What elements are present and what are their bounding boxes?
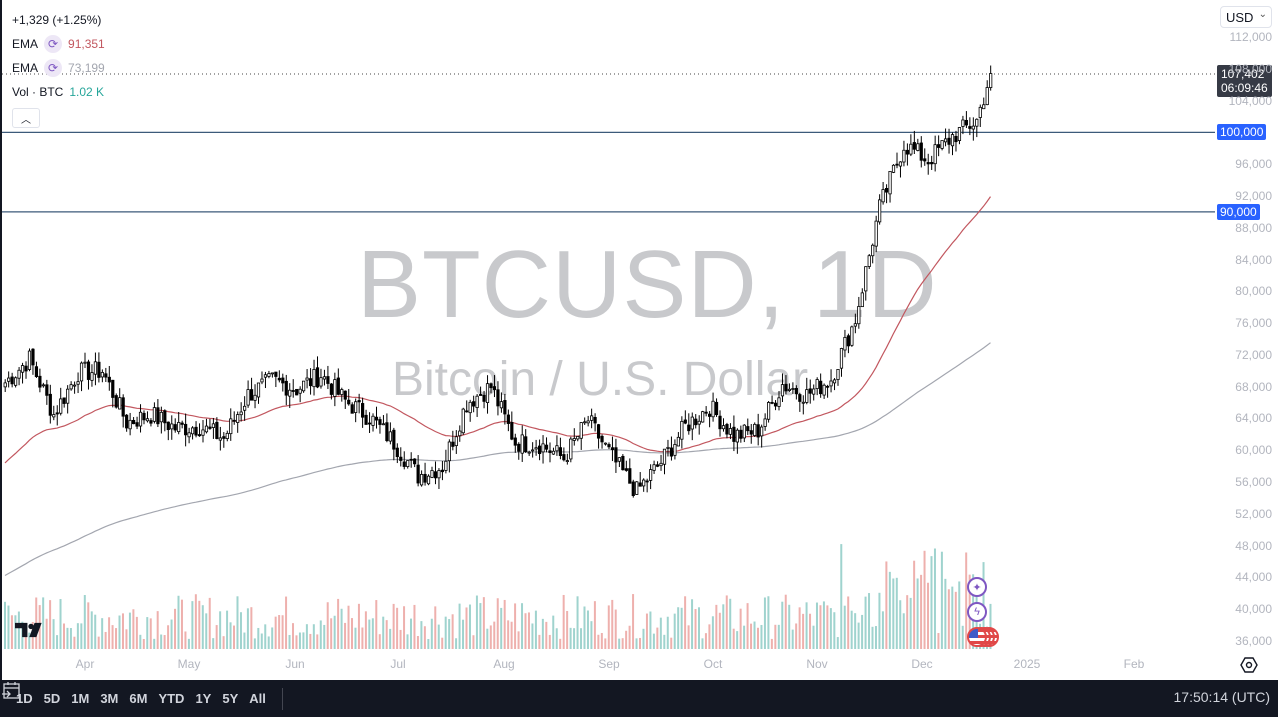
time-tick: Feb [1123, 657, 1145, 671]
time-tick: Apr [75, 657, 95, 671]
last-price: 107,402 [1221, 67, 1265, 81]
time-tick: Jun [285, 657, 305, 671]
refresh-icon[interactable]: ⟳ [44, 59, 63, 77]
time-axis[interactable]: Apr May Jun Jul Aug Sep Oct Nov Dec 2025 Feb [0, 653, 1215, 680]
ema-value: 91,351 [68, 37, 105, 51]
price-tick: 76,000 [1235, 316, 1272, 331]
symbol-watermark: BTCUSD, 1D [357, 231, 938, 338]
ema-label: EMA [12, 61, 39, 75]
time-tick: Aug [493, 657, 515, 671]
range-1y[interactable]: 1Y [195, 691, 212, 706]
price-tick: 60,000 [1235, 443, 1272, 458]
range-1m[interactable]: 1M [71, 691, 90, 706]
price-tick: 48,000 [1235, 538, 1272, 553]
time-tick: Dec [911, 657, 933, 671]
volume-legend[interactable]: Vol · BTC 1.02 K [12, 80, 105, 104]
chart-pane[interactable]: BTCUSD, 1D Bitcoin / U.S. Dollar +1,329 … [0, 0, 1217, 653]
price-plot[interactable] [2, 0, 1217, 653]
range-all[interactable]: All [249, 691, 266, 706]
description-watermark: Bitcoin / U.S. Dollar [392, 353, 809, 406]
price-tick: 68,000 [1235, 379, 1272, 394]
price-tick: 80,000 [1235, 284, 1272, 299]
us-flag-icon [967, 627, 987, 647]
price-tick: 108,000 [1228, 61, 1272, 76]
us-economic-events[interactable] [967, 627, 1001, 647]
range-3m[interactable]: 3M [100, 691, 119, 706]
range-ytd[interactable]: YTD [158, 691, 185, 706]
lightning-event-icon[interactable]: ϟ [967, 602, 987, 622]
bottom-toolbar: 1D 5D 1M 3M 6M YTD 1Y 5Y All 17:50:14 (U… [0, 680, 1278, 717]
ema-value: 73,199 [68, 61, 105, 75]
event-markers: ✦ ϟ [967, 577, 1001, 647]
last-price-tag: 107,402 06:09:46 [1217, 65, 1272, 97]
time-tick: 2025 [1013, 657, 1041, 671]
price-tick: 64,000 [1235, 411, 1272, 426]
time-tick: Jul [390, 657, 406, 671]
ema-label: EMA [12, 37, 39, 51]
sparkle-event-icon[interactable]: ✦ [967, 577, 987, 597]
time-tick: Oct [703, 657, 723, 671]
price-change: +1,329 (+1.25%) [12, 8, 105, 32]
price-change-text: +1,329 (+1.25%) [12, 13, 102, 27]
price-tick: 88,000 [1235, 220, 1272, 235]
price-tick: 52,000 [1235, 506, 1272, 521]
tradingview-logo-icon[interactable] [15, 621, 47, 639]
ema-legend-1[interactable]: EMA ⟳ 91,351 [12, 32, 105, 56]
chevron-down-icon: ⌄ [1258, 9, 1267, 20]
range-1d[interactable]: 1D [16, 691, 33, 706]
price-tick: 112,000 [1229, 30, 1273, 44]
price-tick: 36,000 [1235, 633, 1272, 648]
currency-select[interactable]: USD ⌄ [1220, 6, 1272, 28]
chevron-up-icon: ︿ [21, 114, 31, 126]
volume-label: Vol · BTC [12, 85, 64, 99]
price-tick: 56,000 [1235, 475, 1272, 490]
refresh-icon[interactable]: ⟳ [44, 35, 63, 53]
utc-clock[interactable]: 17:50:14 (UTC) [1173, 689, 1270, 705]
currency-value: USD [1226, 10, 1254, 25]
ema-legend-2[interactable]: EMA ⟳ 73,199 [12, 56, 105, 80]
time-tick: May [177, 657, 201, 671]
price-tick: 104,000 [1228, 93, 1272, 108]
price-tick: 96,000 [1235, 157, 1272, 172]
legend: +1,329 (+1.25%) EMA ⟳ 91,351 EMA ⟳ 73,19… [12, 8, 105, 128]
price-tick: 84,000 [1235, 252, 1272, 267]
range-5d[interactable]: 5D [43, 691, 61, 706]
range-6m[interactable]: 6M [129, 691, 148, 706]
price-tick: 92,000 [1235, 188, 1272, 203]
bar-countdown: 06:09:46 [1221, 81, 1268, 95]
collapse-legend-button[interactable]: ︿ [12, 108, 40, 128]
calendar-goto-icon[interactable] [0, 680, 22, 702]
volume-value: 1.02 K [69, 85, 105, 99]
time-tick: Nov [806, 657, 828, 671]
settings-hexagon-icon[interactable] [1240, 656, 1258, 674]
toolbar-divider [281, 687, 283, 710]
price-axis[interactable]: USD ⌄ 107,402 06:09:46 100,000 90,000 11… [1215, 0, 1278, 680]
price-tick: 72,000 [1235, 347, 1272, 362]
level-tag-90000: 90,000 [1217, 204, 1260, 220]
price-tick: 44,000 [1235, 570, 1272, 585]
time-tick: Sep [598, 657, 620, 671]
level-tag-100000: 100,000 [1217, 124, 1267, 140]
price-tick: 40,000 [1235, 602, 1272, 617]
range-5y[interactable]: 5Y [222, 691, 239, 706]
